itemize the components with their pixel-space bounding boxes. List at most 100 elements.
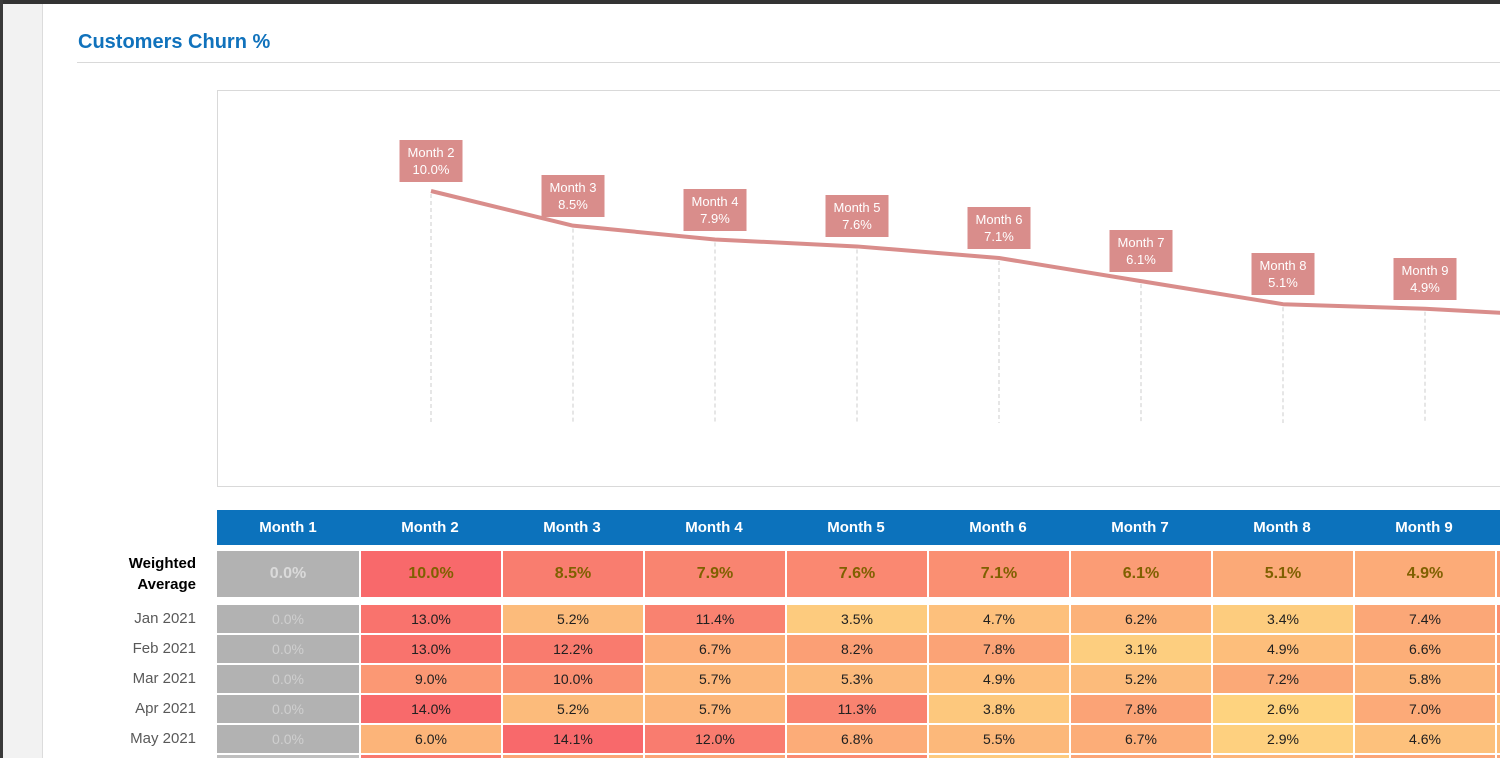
weighted-average-label: Weighted Average [0,551,217,597]
weighted-average-row: Weighted Average 0.0% 10.0% 8.5% 7.9% 7.6% 7.1%… [0,551,1500,597]
table-cell[interactable]: 2.9% [1211,725,1353,753]
table-cell-cutoff [1495,725,1500,753]
table-cell[interactable]: 5.2% [501,605,643,633]
table-cell[interactable]: 7.8% [927,635,1069,663]
weighted-average-cell-month-1[interactable]: 0.0% [217,551,359,597]
churn-chart: Month 2 10.0% Month 3 8.5% Month 4 7.9% Month … [217,90,1500,487]
data-label: Month 5 7.6% [825,195,889,238]
weighted-average-cell-month-9[interactable]: 4.9% [1353,551,1495,597]
table-header-row: Month 1 Month 2 Month 3 Month 4 Month 5 Month… [0,510,1500,545]
data-label-month: Month 3 [549,179,597,195]
table-cell[interactable]: 3.5% [785,605,927,633]
table-cell[interactable]: 6.6% [1353,635,1495,663]
table-cell[interactable]: 13.0% [359,635,501,663]
table-cell[interactable]: 7.0% [1353,695,1495,723]
window-top-band [0,0,1500,4]
weighted-average-cell-month-3[interactable]: 8.5% [501,551,643,597]
table-cell[interactable]: 0.0% [217,665,359,693]
table-cell[interactable]: 10.0% [501,665,643,693]
table-cell[interactable]: 3.4% [1211,605,1353,633]
table-cell[interactable]: 12.0% [643,725,785,753]
title-divider [77,62,1500,63]
table-cell[interactable]: 6.8% [785,725,927,753]
table-cell[interactable]: 5.2% [1069,665,1211,693]
column-header-month-8[interactable]: Month 8 [1211,510,1353,545]
table-cell[interactable]: 14.0% [359,695,501,723]
data-label: Month 6 7.1% [967,206,1031,249]
table-cell[interactable]: 0.0% [217,695,359,723]
table-cell[interactable]: 9.0% [359,665,501,693]
table-cell[interactable]: 6.7% [1069,725,1211,753]
column-header-month-6[interactable]: Month 6 [927,510,1069,545]
row-label: Jan 2021 [134,610,196,627]
table-cell[interactable]: 5.7% [643,665,785,693]
weighted-average-label-line: Average [137,576,196,593]
column-header-month-9[interactable]: Month 9 [1353,510,1495,545]
column-header-month-7[interactable]: Month 7 [1069,510,1211,545]
table-cell[interactable]: 4.9% [1211,635,1353,663]
table-cell[interactable]: 0.0% [217,635,359,663]
table-row: Jan 2021 0.0% 13.0% 5.2% 11.4% 3.5% 4.7% 6.2% 3.… [0,605,1500,633]
table-cell[interactable] [1211,755,1353,758]
left-gutter [3,4,43,758]
table-cell[interactable]: 0.0% [217,725,359,753]
data-label-month: Month 9 [1401,262,1449,278]
table-cell[interactable]: 4.6% [1353,725,1495,753]
table-cell[interactable]: 7.4% [1353,605,1495,633]
table-cell[interactable]: 7.2% [1211,665,1353,693]
table-cell[interactable] [643,755,785,758]
column-header-month-3[interactable]: Month 3 [501,510,643,545]
window-left-edge [0,0,3,758]
table-cell[interactable]: 5.2% [501,695,643,723]
table-cell[interactable]: 5.8% [1353,665,1495,693]
table-cell[interactable] [785,755,927,758]
table-cell[interactable]: 6.7% [643,635,785,663]
table-cell[interactable]: 11.3% [785,695,927,723]
column-header-month-2[interactable]: Month 2 [359,510,501,545]
table-cell[interactable]: 0.0% [217,605,359,633]
weighted-average-cell-month-6[interactable]: 7.1% [927,551,1069,597]
table-cell[interactable] [359,755,501,758]
table-cell[interactable]: 7.8% [1069,695,1211,723]
row-label: May 2021 [130,730,196,747]
data-label: Month 7 6.1% [1109,230,1173,273]
table-cell[interactable] [501,755,643,758]
table-cell[interactable]: 3.8% [927,695,1069,723]
table-cell[interactable] [217,755,359,758]
table-cell[interactable]: 11.4% [643,605,785,633]
table-cell[interactable]: 13.0% [359,605,501,633]
weighted-average-cell-month-2[interactable]: 10.0% [359,551,501,597]
table-cell[interactable]: 5.5% [927,725,1069,753]
table-cell[interactable]: 4.9% [927,665,1069,693]
column-header-month-4[interactable]: Month 4 [643,510,785,545]
row-label: Apr 2021 [135,700,196,717]
table-cell[interactable]: 5.3% [785,665,927,693]
table-cell-cutoff [1495,635,1500,663]
table-cell[interactable]: 3.1% [1069,635,1211,663]
weighted-average-cell-month-4[interactable]: 7.9% [643,551,785,597]
table-cell[interactable]: 14.1% [501,725,643,753]
column-header-month-1[interactable]: Month 1 [217,510,359,545]
table-cell[interactable]: 2.6% [1211,695,1353,723]
table-cell[interactable]: 5.7% [643,695,785,723]
data-label-value: 6.1% [1126,252,1156,268]
data-label-value: 7.6% [842,217,872,233]
weighted-average-cell-month-8[interactable]: 5.1% [1211,551,1353,597]
header-spacer [0,510,217,545]
table-cell[interactable] [927,755,1069,758]
column-header-cutoff [1495,510,1500,545]
weighted-average-cell-month-5[interactable]: 7.6% [785,551,927,597]
table-cell-cutoff [1495,755,1500,758]
table-cell[interactable] [1353,755,1495,758]
weighted-average-cell-month-7[interactable]: 6.1% [1069,551,1211,597]
table-cell[interactable]: 8.2% [785,635,927,663]
table-cell[interactable]: 4.7% [927,605,1069,633]
table-cell[interactable]: 6.0% [359,725,501,753]
column-header-month-5[interactable]: Month 5 [785,510,927,545]
table-cell[interactable]: 6.2% [1069,605,1211,633]
table-cell-cutoff [1495,665,1500,693]
table-cell[interactable]: 12.2% [501,635,643,663]
churn-line [430,189,1500,315]
table-cell[interactable] [1069,755,1211,758]
row-label: Feb 2021 [132,640,196,657]
